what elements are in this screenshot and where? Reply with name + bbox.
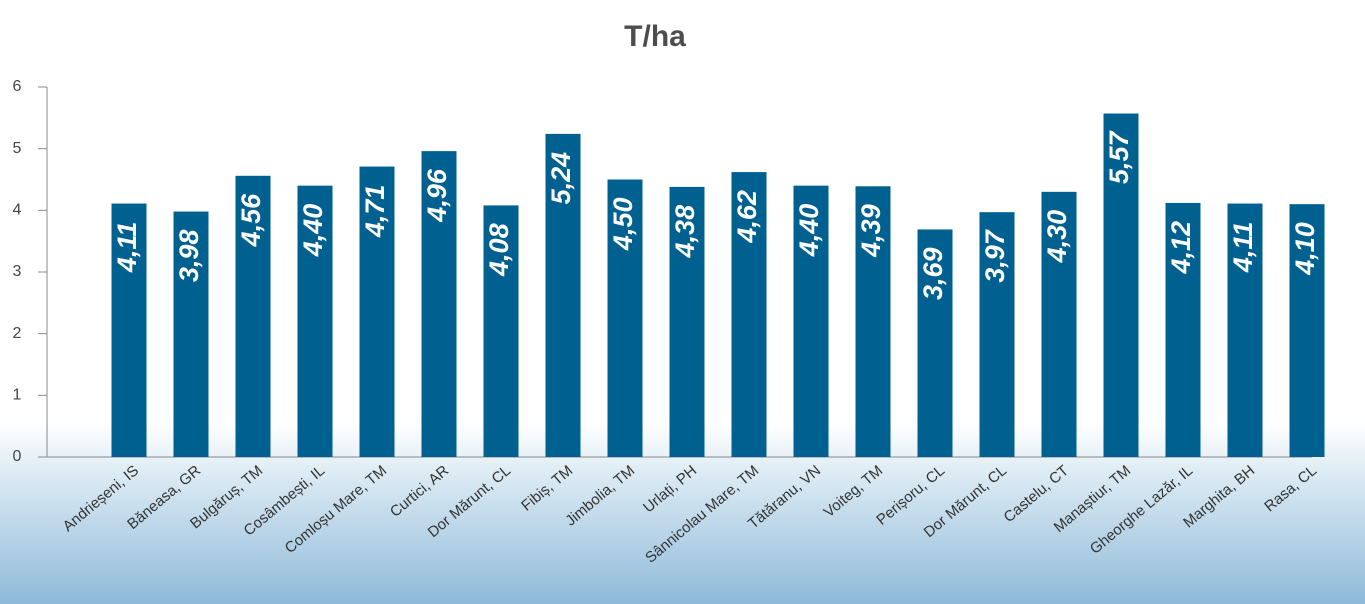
- value-label: 5,24: [546, 152, 576, 205]
- y-tick-label: 3: [13, 263, 22, 280]
- value-label: 3,69: [918, 247, 948, 300]
- y-tick-label: 4: [13, 202, 22, 219]
- y-tick-label: 0: [13, 448, 22, 465]
- value-label: 3,97: [980, 228, 1010, 283]
- value-label: 4,11: [1228, 222, 1258, 274]
- value-label: 4,10: [1290, 222, 1320, 276]
- chart: T/ha 0123456Andrieșeni, IS4,11Băneasa, G…: [0, 0, 1365, 604]
- value-label: 4,39: [856, 204, 886, 258]
- value-label: 4,50: [608, 198, 638, 252]
- value-label: 4,11: [112, 222, 142, 274]
- y-tick-label: 6: [13, 78, 22, 95]
- chart-title: T/ha: [624, 20, 686, 53]
- value-label: 4,62: [732, 190, 762, 244]
- y-tick-label: 1: [13, 387, 22, 404]
- value-label: 4,12: [1166, 221, 1196, 275]
- value-label: 4,08: [484, 223, 514, 277]
- value-label: 3,98: [174, 230, 204, 283]
- value-label: 4,30: [1042, 210, 1072, 264]
- value-label: 5,57: [1104, 130, 1134, 185]
- value-label: 4,56: [236, 193, 266, 248]
- y-tick-label: 5: [13, 140, 22, 157]
- y-tick-label: 2: [13, 325, 22, 342]
- value-label: 4,96: [422, 168, 452, 223]
- value-label: 4,40: [794, 204, 824, 258]
- value-label: 4,71: [360, 185, 390, 239]
- value-label: 4,38: [670, 205, 700, 259]
- value-label: 4,40: [298, 204, 328, 258]
